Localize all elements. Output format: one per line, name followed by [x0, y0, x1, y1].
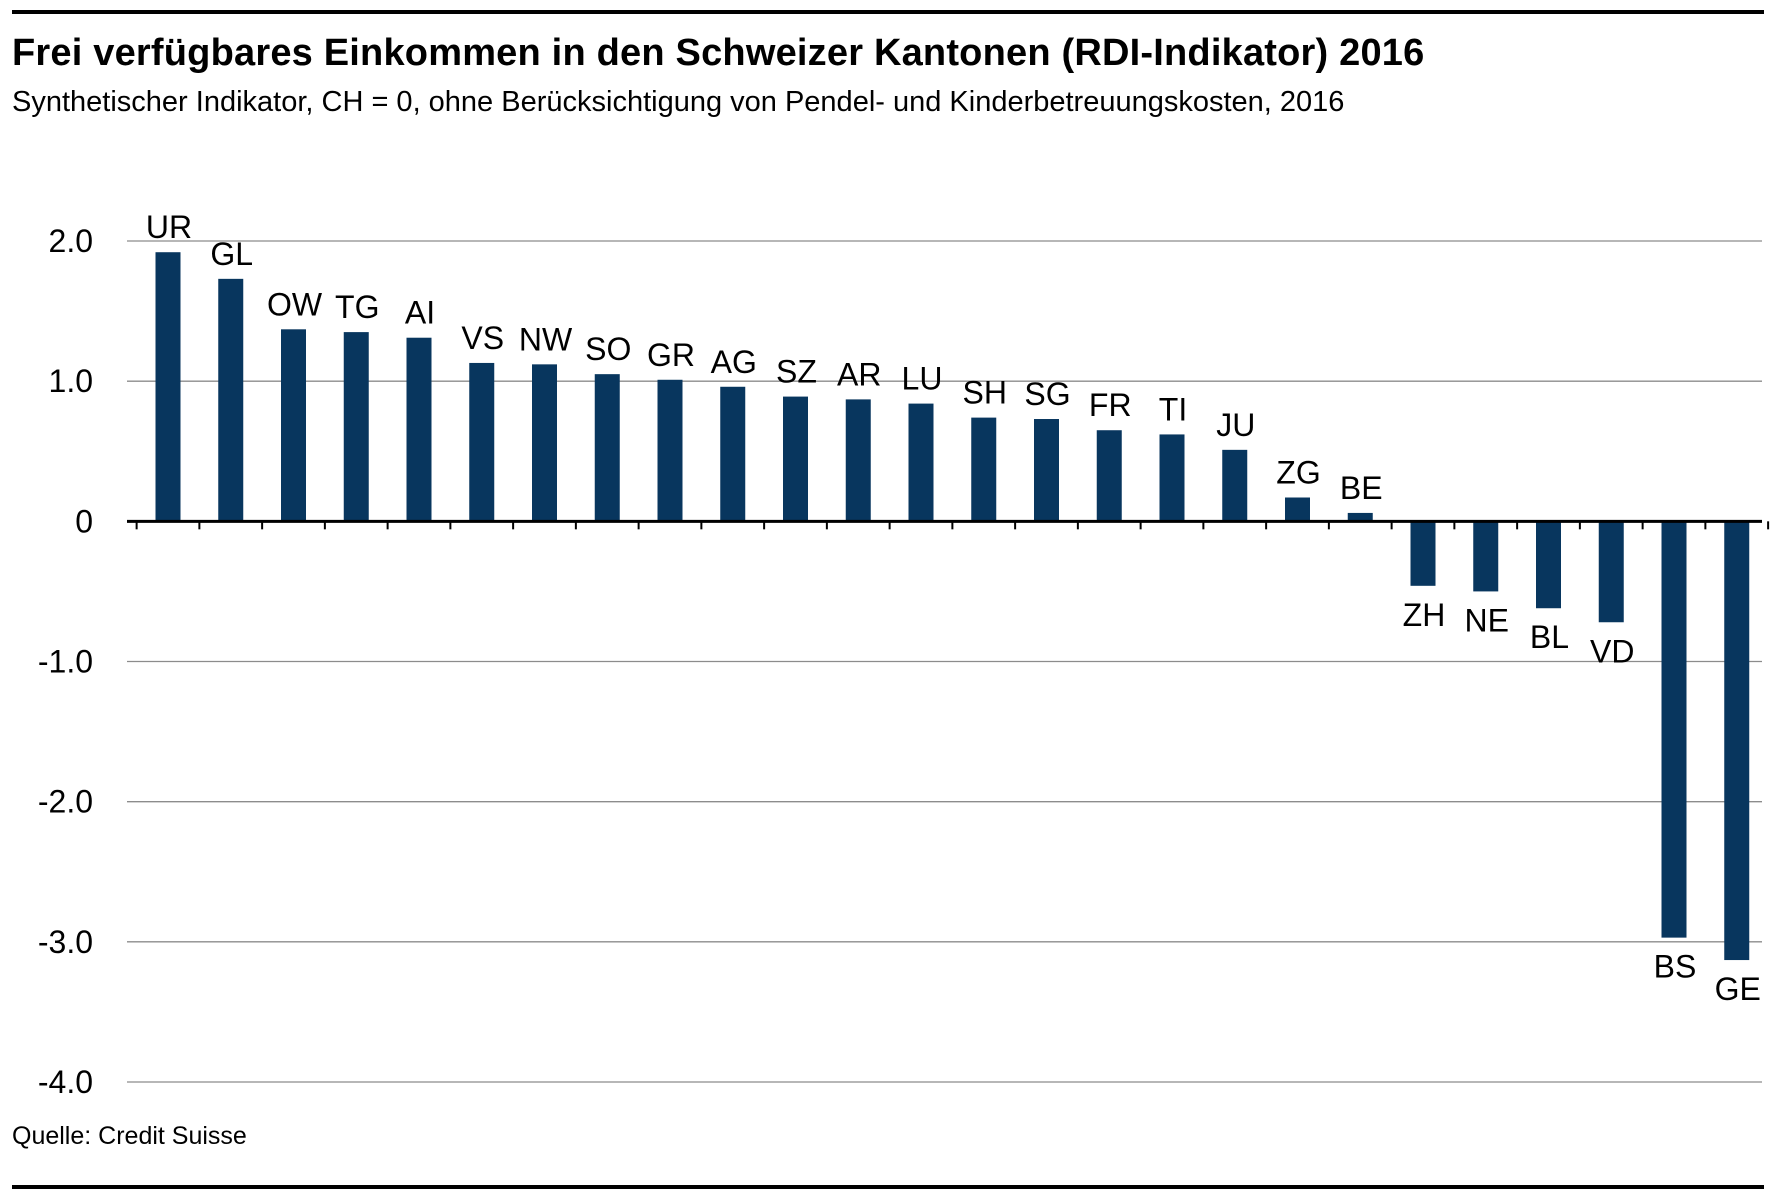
bar-label-ti: TI	[1159, 391, 1187, 427]
y-tick-label: -3.0	[38, 924, 93, 960]
bar-label-gr: GR	[647, 337, 695, 373]
bar-label-sh: SH	[963, 375, 1007, 411]
bar-be	[1347, 512, 1373, 522]
y-tick-label: 0	[75, 503, 93, 539]
bar-zh	[1410, 521, 1436, 586]
bar-vd	[1598, 521, 1624, 623]
bar-bs	[1661, 521, 1687, 938]
bar-vs	[469, 362, 495, 522]
bar-label-bs: BS	[1654, 949, 1697, 985]
bar-label-vd: VD	[1590, 633, 1634, 669]
bar-fr	[1096, 430, 1122, 522]
bar-label-lu: LU	[902, 361, 943, 397]
y-tick-label: 2.0	[49, 223, 93, 259]
bar-label-tg: TG	[335, 289, 379, 325]
bars	[155, 252, 1750, 961]
top-rule	[12, 10, 1764, 14]
bar-label-zg: ZG	[1276, 455, 1320, 491]
bar-label-vs: VS	[461, 320, 504, 356]
bar-label-ag: AG	[711, 344, 757, 380]
bar-ow	[281, 329, 306, 522]
chart-title: Frei verfügbares Einkommen in den Schwei…	[12, 32, 1425, 74]
bar-gl	[218, 278, 244, 522]
bar-so	[594, 374, 620, 522]
y-tick-label: -4.0	[38, 1064, 93, 1100]
y-tick-label: -2.0	[38, 784, 93, 820]
bar-ju	[1222, 449, 1248, 522]
bar-label-ju: JU	[1216, 407, 1255, 443]
bar-zg	[1285, 497, 1310, 522]
bar-label-ai: AI	[405, 295, 435, 331]
bar-label-ar: AR	[837, 356, 881, 392]
bar-label-ow: OW	[267, 286, 323, 322]
bar-ur	[155, 252, 181, 522]
bar-label-ur: UR	[146, 209, 192, 245]
bar-label-so: SO	[585, 331, 631, 367]
y-tick-label: 1.0	[49, 363, 93, 399]
bar-label-be: BE	[1340, 470, 1383, 506]
bar-label-gl: GL	[210, 236, 253, 272]
bar-ge	[1724, 521, 1750, 961]
bar-sh	[971, 417, 997, 522]
bar-ag	[720, 386, 746, 522]
bar-label-bl: BL	[1530, 619, 1569, 655]
y-axis-tick-labels: 2.0 1.0 0 -1.0 -2.0 -3.0 -4.0	[38, 223, 93, 1100]
chart-subtitle: Synthetischer Indikator, CH = 0, ohne Be…	[12, 86, 1345, 118]
bar-label-zh: ZH	[1403, 597, 1446, 633]
zero-axis	[127, 519, 1770, 530]
bar-bl	[1536, 521, 1561, 609]
bar-label-ne: NE	[1465, 602, 1509, 638]
bar-ne	[1473, 521, 1499, 592]
source-note: Quelle: Credit Suisse	[12, 1122, 247, 1150]
bar-nw	[532, 364, 557, 522]
bar-label-nw: NW	[519, 321, 573, 357]
bar-label-sz: SZ	[776, 354, 817, 390]
bar-sg	[1034, 419, 1059, 522]
bar-sz	[783, 396, 808, 522]
grid-lines	[127, 240, 1762, 1083]
bar-ar	[845, 399, 871, 522]
bottom-rule	[12, 1185, 1764, 1189]
bar-tg	[343, 332, 369, 522]
bar-label-sg: SG	[1024, 376, 1070, 412]
bar-label-ge: GE	[1715, 971, 1761, 1007]
bar-ai	[406, 337, 432, 522]
bar-labels: UR GL OW TG AI VS NW SO GR AG SZ AR LU SH SG FR TI JU ZG BE…	[146, 209, 1761, 1007]
bar-ti	[1159, 434, 1185, 522]
bar-label-fr: FR	[1089, 387, 1132, 423]
bar-lu	[908, 403, 934, 522]
bar-gr	[657, 379, 683, 522]
y-tick-label: -1.0	[38, 644, 93, 680]
